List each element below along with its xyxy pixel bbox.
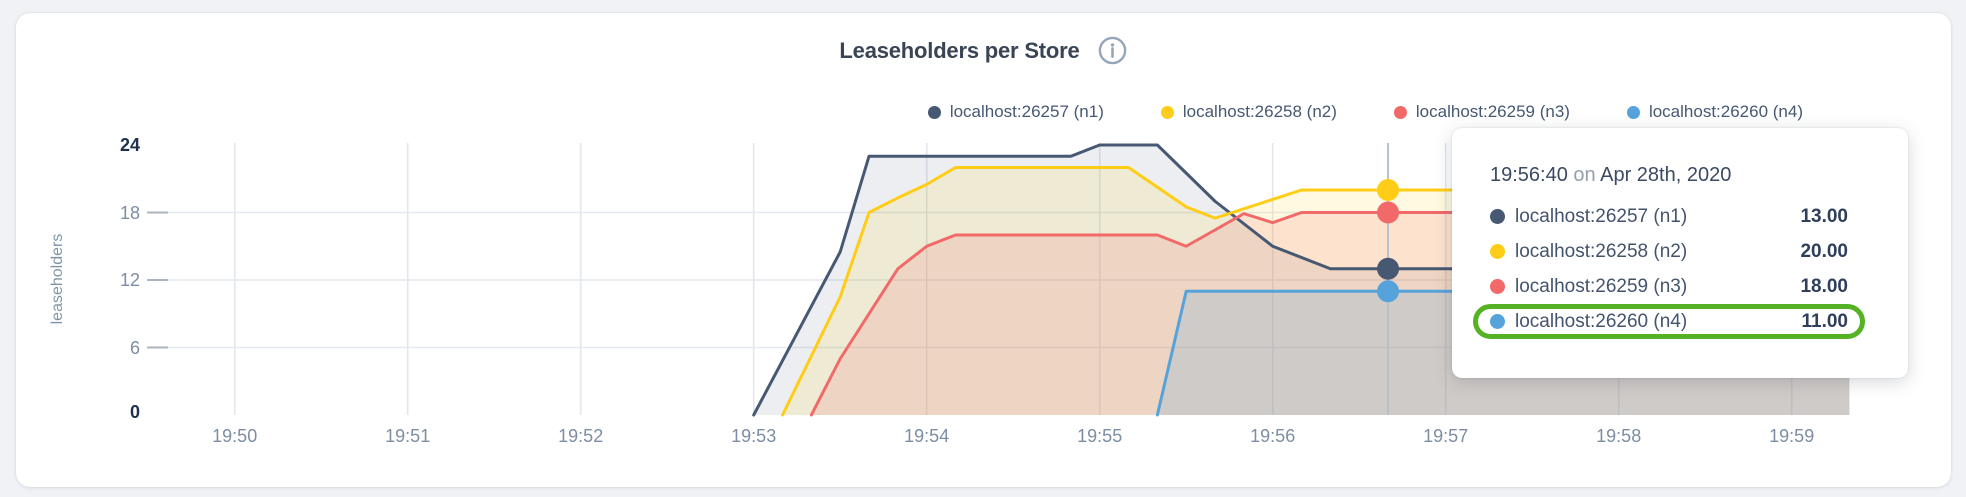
tooltip-series-dot-icon bbox=[1490, 314, 1505, 329]
legend-dot-icon bbox=[927, 105, 941, 119]
tooltip-row: localhost:26258 (n2) 20.00 bbox=[1473, 234, 1865, 269]
x-tick-label: 19:58 bbox=[1596, 426, 1642, 446]
y-tick-label: 6 bbox=[129, 337, 140, 358]
legend-label: localhost:26259 (n3) bbox=[1415, 102, 1570, 121]
x-tick-label: 19:53 bbox=[731, 426, 777, 446]
tooltip-series-dot-icon bbox=[1490, 244, 1505, 259]
legend-label: localhost:26257 (n1) bbox=[949, 102, 1104, 121]
tooltip-rows: localhost:26257 (n1) 13.00 localhost:26258… bbox=[1452, 199, 1908, 339]
legend-item[interactable]: localhost:26259 (n3) bbox=[1393, 102, 1570, 122]
chart-title: Leaseholders per Store bbox=[839, 37, 1080, 63]
tooltip-series-value: 18.00 bbox=[1800, 275, 1848, 297]
tooltip-series-label: localhost:26260 (n4) bbox=[1515, 310, 1688, 332]
legend-dot-icon bbox=[1160, 105, 1174, 119]
tooltip-series-dot-icon bbox=[1490, 279, 1505, 294]
tooltip-series-value: 20.00 bbox=[1800, 240, 1848, 262]
x-tick-label: 19:51 bbox=[385, 426, 431, 446]
series-line bbox=[752, 143, 1851, 417]
chart-header: Leaseholders per Store bbox=[0, 36, 1966, 65]
tooltip-series-label: localhost:26258 (n2) bbox=[1515, 240, 1688, 262]
x-tick-label: 19:54 bbox=[904, 426, 950, 446]
x-tick-label: 19:56 bbox=[1250, 426, 1296, 446]
tooltip-series-label: localhost:26259 (n3) bbox=[1515, 275, 1688, 297]
y-tick-label: 12 bbox=[119, 270, 140, 290]
tooltip-series-label: localhost:26257 (n1) bbox=[1515, 205, 1688, 227]
legend: localhost:26257 (n1) localhost:26258 (n2)… bbox=[927, 102, 1803, 122]
legend-label: localhost:26258 (n2) bbox=[1182, 102, 1337, 121]
legend-dot-icon bbox=[1626, 105, 1640, 119]
tooltip-series-value: 13.00 bbox=[1800, 205, 1848, 227]
x-tick-label: 19:59 bbox=[1769, 426, 1815, 446]
tooltip-date: Apr 28th, 2020 bbox=[1600, 164, 1732, 186]
y-tick-label: 24 bbox=[119, 135, 140, 155]
chart-tooltip: 19:56:40 on Apr 28th, 2020 localhost:262… bbox=[1452, 128, 1908, 378]
hover-dot bbox=[1377, 257, 1400, 280]
series-line bbox=[781, 166, 1851, 417]
hover-dot bbox=[1377, 280, 1400, 303]
tooltip-time: 19:56:40 bbox=[1490, 164, 1568, 186]
legend-item[interactable]: localhost:26260 (n4) bbox=[1626, 102, 1803, 122]
tooltip-row: localhost:26257 (n1) 13.00 bbox=[1473, 199, 1865, 234]
tooltip-connector: on bbox=[1573, 164, 1596, 186]
x-tick-label: 19:52 bbox=[558, 426, 604, 446]
tooltip-series-value: 11.00 bbox=[1801, 310, 1849, 332]
legend-dot-icon bbox=[1393, 105, 1407, 119]
legend-item[interactable]: localhost:26257 (n1) bbox=[927, 102, 1104, 122]
tooltip-row-highlighted: localhost:26260 (n4) 11.00 bbox=[1473, 304, 1865, 339]
tooltip-header: 19:56:40 on Apr 28th, 2020 bbox=[1490, 164, 1848, 187]
hover-dot bbox=[1377, 201, 1400, 224]
info-icon[interactable] bbox=[1098, 36, 1127, 65]
x-tick-label: 19:57 bbox=[1423, 426, 1469, 446]
y-tick-label: 0 bbox=[129, 402, 140, 422]
legend-label: localhost:26260 (n4) bbox=[1648, 102, 1803, 121]
x-tick-label: 19:55 bbox=[1077, 426, 1123, 446]
legend-item[interactable]: localhost:26258 (n2) bbox=[1160, 102, 1337, 122]
y-tick-label: 18 bbox=[119, 202, 140, 223]
series-line bbox=[809, 211, 1851, 417]
x-tick-label: 19:50 bbox=[212, 426, 258, 446]
hover-dot bbox=[1377, 179, 1400, 201]
tooltip-row: localhost:26259 (n3) 18.00 bbox=[1473, 269, 1865, 304]
tooltip-series-dot-icon bbox=[1490, 209, 1505, 224]
